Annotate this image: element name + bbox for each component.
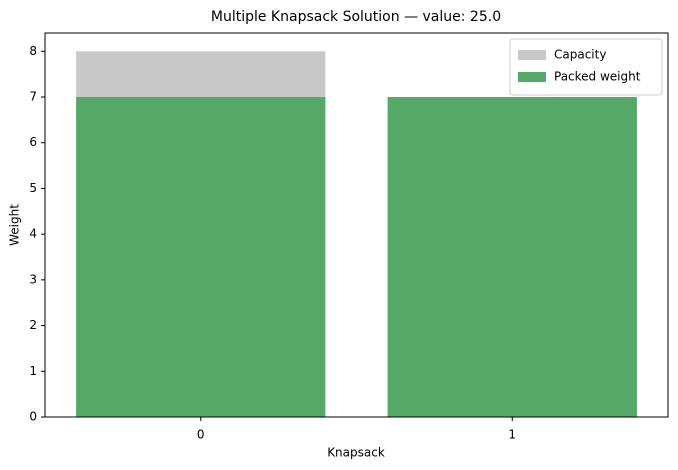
y-tick-label: 4 xyxy=(29,227,37,241)
y-tick-label: 8 xyxy=(29,44,37,58)
y-tick-label: 7 xyxy=(29,90,37,104)
y-tick-label: 3 xyxy=(29,272,37,286)
legend-label: Packed weight xyxy=(554,70,641,84)
legend-swatch xyxy=(518,72,546,82)
legend-box xyxy=(509,38,663,96)
x-axis-label: Knapsack xyxy=(327,446,385,460)
legend-label: Capacity xyxy=(554,48,606,62)
y-tick-label: 5 xyxy=(29,181,37,195)
y-tick-label: 6 xyxy=(29,135,37,149)
bar xyxy=(387,97,637,417)
plot-frame xyxy=(44,32,669,418)
y-tick-label: 1 xyxy=(29,364,37,378)
y-tick-label: 2 xyxy=(29,318,37,332)
legend-swatch xyxy=(518,50,546,60)
chart-title: Multiple Knapsack Solution — value: 25.0 xyxy=(211,9,501,25)
y-tick-label: 0 xyxy=(29,410,37,424)
y-axis-label: Weight xyxy=(8,204,22,246)
x-tick-label: 0 xyxy=(197,428,205,442)
x-tick-label: 1 xyxy=(508,428,516,442)
bar xyxy=(76,97,326,417)
